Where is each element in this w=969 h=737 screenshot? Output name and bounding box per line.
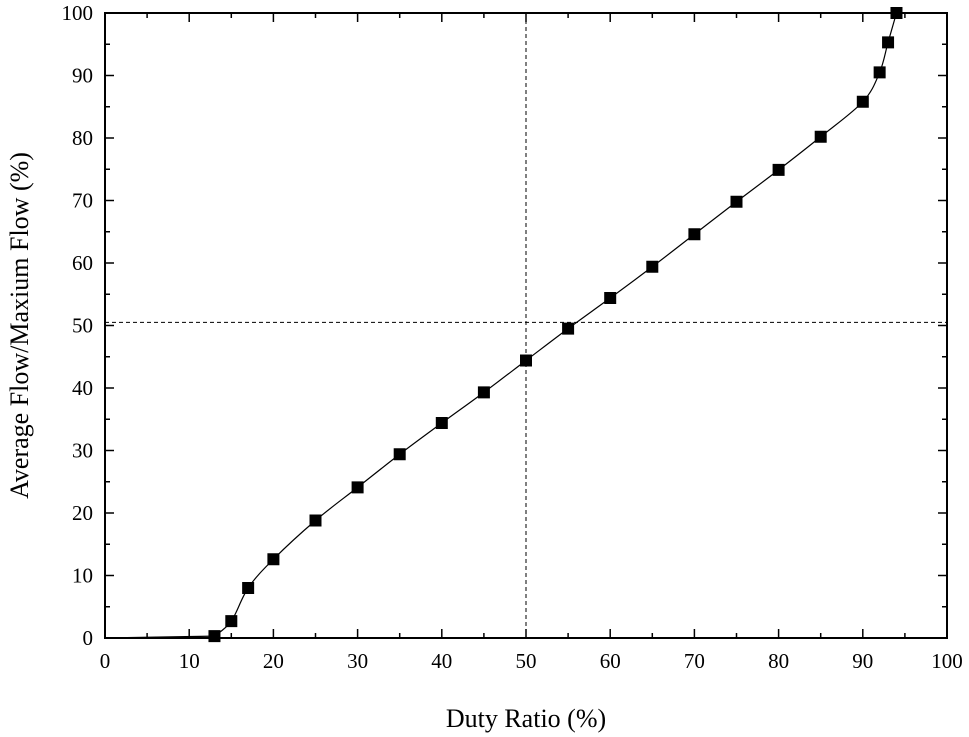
x-tick-label: 0 — [100, 649, 111, 673]
y-tick-label: 40 — [72, 376, 93, 400]
data-point-marker — [477, 386, 490, 399]
data-point-marker — [688, 228, 701, 241]
data-point-marker — [890, 7, 903, 19]
data-point-marker — [646, 260, 659, 273]
data-point-marker — [267, 553, 280, 566]
data-point-marker — [814, 130, 827, 143]
x-tick-label: 10 — [179, 649, 200, 673]
y-tick-label: 50 — [72, 314, 93, 338]
data-point-marker — [309, 514, 322, 527]
y-tick-label: 60 — [72, 251, 93, 275]
series-line — [214, 12, 898, 637]
data-point-marker — [730, 195, 743, 208]
y-axis-title: Average Flow/Maxium Flow (%) — [5, 152, 34, 499]
y-tick-label: 70 — [72, 189, 93, 213]
y-tick-label: 100 — [62, 1, 94, 25]
x-tick-label: 20 — [263, 649, 284, 673]
data-point-marker — [882, 36, 895, 49]
data-point-marker — [208, 630, 221, 643]
y-tick-label: 20 — [72, 501, 93, 525]
x-tick-label: 50 — [516, 649, 537, 673]
x-tick-label: 40 — [431, 649, 452, 673]
x-tick-label: 100 — [931, 649, 963, 673]
data-point-marker — [242, 582, 255, 594]
y-tick-label: 80 — [72, 126, 93, 150]
data-point-marker — [856, 95, 869, 108]
data-point-marker — [351, 481, 364, 494]
series-baseline — [104, 635, 215, 639]
data-point-marker — [435, 417, 448, 429]
x-tick-label: 70 — [684, 649, 705, 673]
data-point-marker — [393, 448, 406, 461]
y-tick-label: 30 — [72, 439, 93, 463]
x-tick-label: 90 — [852, 649, 873, 673]
data-point-marker — [562, 322, 575, 335]
x-tick-label: 30 — [347, 649, 368, 673]
data-point-marker — [873, 66, 886, 79]
data-point-marker — [520, 354, 532, 367]
data-point-marker — [772, 163, 785, 176]
data-point-marker — [604, 292, 617, 304]
plot-area: 0 10 20 30 40 50 60 70 80 90 100 0 10 20 30 40 50 60 70 80 9… — [62, 1, 963, 673]
y-tick-label: 10 — [72, 564, 93, 588]
y-tick-label: 90 — [72, 64, 93, 88]
data-point-marker — [225, 615, 238, 628]
x-tick-label: 60 — [600, 649, 621, 673]
x-tick-label: 80 — [768, 649, 789, 673]
y-tick-label: 0 — [83, 626, 94, 650]
x-axis-title: Duty Ratio (%) — [446, 704, 606, 733]
